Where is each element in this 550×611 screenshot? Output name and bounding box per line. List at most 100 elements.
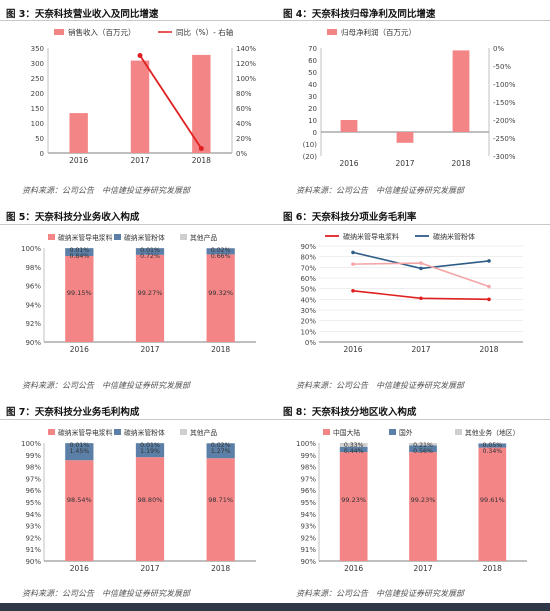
stacked-bar-segment: [339, 443, 368, 447]
data-label: 0.72%: [140, 253, 160, 260]
stacked-bar-segment: [135, 443, 165, 458]
data-label: 0.01%: [140, 247, 160, 254]
y-tick-label: 80%: [300, 254, 316, 262]
y2-tick-label: 120%: [236, 60, 256, 68]
stacked-bar-segment: [478, 443, 507, 444]
y-tick-label: 100%: [21, 440, 41, 448]
y-tick-label: 50: [308, 69, 317, 77]
data-label: 0.56%: [413, 448, 433, 455]
y-tick-label: 92%: [25, 320, 41, 328]
y2-tick-label: -100%: [493, 81, 516, 89]
y-tick-label: 30: [308, 93, 317, 101]
legend-swatch: [114, 429, 121, 435]
figure-8-source: 资料来源：公司公告 中信建投证券研究发展部: [296, 589, 464, 598]
y-tick-label: 0: [40, 150, 44, 158]
legend-swatch: [54, 29, 64, 35]
legend-swatch: [455, 429, 462, 435]
y-tick-label: 300: [31, 60, 44, 68]
x-tick-label: 2017: [413, 564, 432, 573]
stacked-bar-segment: [206, 254, 235, 342]
y2-tick-label: -50%: [493, 63, 511, 71]
stacked-bar-segment: [206, 443, 235, 459]
y2-tick-label: 140%: [236, 45, 256, 53]
y2-tick-label: 100%: [236, 75, 256, 83]
legend-label: 碳纳米管导电浆料: [343, 232, 399, 241]
stacked-bar-segment: [135, 248, 165, 255]
figure-4-source: 资料来源：公司公告 中信建投证券研究发展部: [296, 186, 464, 195]
chart-figure-5: 碳纳米管导电浆料 碳纳米管粉体 其他产品 90% 92% 94% 96% 98% 100% 99.…: [21, 233, 256, 354]
data-label: 0.84%: [70, 253, 90, 260]
legend-swatch: [114, 234, 121, 240]
divider: [0, 224, 550, 225]
y-tick-label: 95%: [25, 499, 41, 507]
y-tick-label: 96%: [300, 487, 316, 495]
line-point: [351, 262, 355, 266]
legend-label: 其他业务（地区）: [465, 428, 519, 437]
stacked-bar-segment: [206, 248, 235, 255]
y-tick-label: 150: [31, 105, 44, 113]
legend-swatch: [180, 234, 187, 240]
y-tick-label: 94%: [300, 511, 316, 519]
x-tick-label: 2018: [211, 564, 230, 573]
data-label: 0.44%: [344, 448, 364, 455]
y-tick-label: 92%: [300, 534, 316, 542]
data-label: 0.01%: [70, 442, 90, 449]
data-label: 0.02%: [211, 442, 231, 449]
figure-5-title: 图 5：天奈科技分业务收入构成: [6, 212, 140, 223]
data-label: 0.66%: [211, 253, 231, 260]
legend-swatch: [389, 429, 396, 435]
y-tick-label: 98%: [25, 464, 41, 472]
y-tick-label: 0%: [305, 339, 316, 347]
data-label: 99.23%: [341, 496, 366, 504]
stacked-bar-segment: [65, 443, 94, 461]
data-label: 0.21%: [413, 442, 433, 449]
y2-tick-label: 20%: [236, 135, 252, 143]
y-tick-label: 250: [31, 75, 44, 83]
data-label: 0.02%: [211, 247, 231, 254]
x-tick-label: 2018: [483, 564, 502, 573]
line-point: [198, 146, 204, 151]
stacked-bar-segment: [478, 447, 507, 561]
legend-label: 碳纳米管粉体: [433, 232, 475, 241]
bar: [452, 50, 470, 132]
data-label: 1.27%: [211, 448, 231, 455]
y-tick-label: 40%: [300, 296, 316, 304]
y-tick-label: 93%: [300, 523, 316, 531]
x-tick-label: 2017: [411, 345, 430, 354]
line-point: [351, 250, 355, 255]
line-point: [419, 266, 423, 271]
data-label: 99.27%: [138, 289, 163, 297]
bar: [192, 54, 211, 153]
stacked-bar-segment: [409, 445, 437, 453]
legend-label: 中国大陆: [333, 428, 360, 437]
x-tick-label: 2018: [211, 345, 230, 354]
y-tick-label: 98%: [25, 264, 41, 272]
y-tick-label: 94%: [25, 301, 41, 309]
data-label: 0.01%: [140, 442, 160, 449]
y-tick-label: 20: [308, 105, 317, 113]
stacked-bar-segment: [65, 460, 94, 561]
y-tick-label: 100%: [21, 245, 41, 253]
figure-4-title: 图 4：天奈科技归母净利及同比增速: [283, 9, 436, 20]
x-tick-label: 2016: [343, 345, 362, 354]
stacked-bar-segment: [478, 443, 507, 448]
y-tick-label: 99%: [300, 452, 316, 460]
legend-label: 销售收入（百万元）: [68, 27, 136, 37]
data-label: 99.32%: [208, 289, 233, 297]
stacked-bar-segment: [135, 254, 165, 342]
legend-swatch: [48, 234, 55, 240]
line-point: [487, 297, 491, 302]
y-tick-label: 98%: [300, 464, 316, 472]
figure-7-title: 图 7：天奈科技分业务毛利构成: [6, 407, 140, 418]
y-tick-label: (10): [303, 141, 318, 149]
line-point: [487, 284, 491, 289]
y2-tick-label: -200%: [493, 117, 516, 125]
stacked-bar-segment: [409, 452, 437, 561]
y-tick-label: 90%: [300, 243, 316, 251]
y-tick-label: 90%: [300, 558, 316, 566]
data-label: 1.19%: [140, 448, 160, 455]
y-tick-label: 50: [35, 135, 44, 143]
figure-8-title: 图 8：天奈科技分地区收入构成: [283, 407, 417, 418]
data-label: 0.34%: [483, 448, 503, 455]
y-tick-label: 94%: [25, 511, 41, 519]
